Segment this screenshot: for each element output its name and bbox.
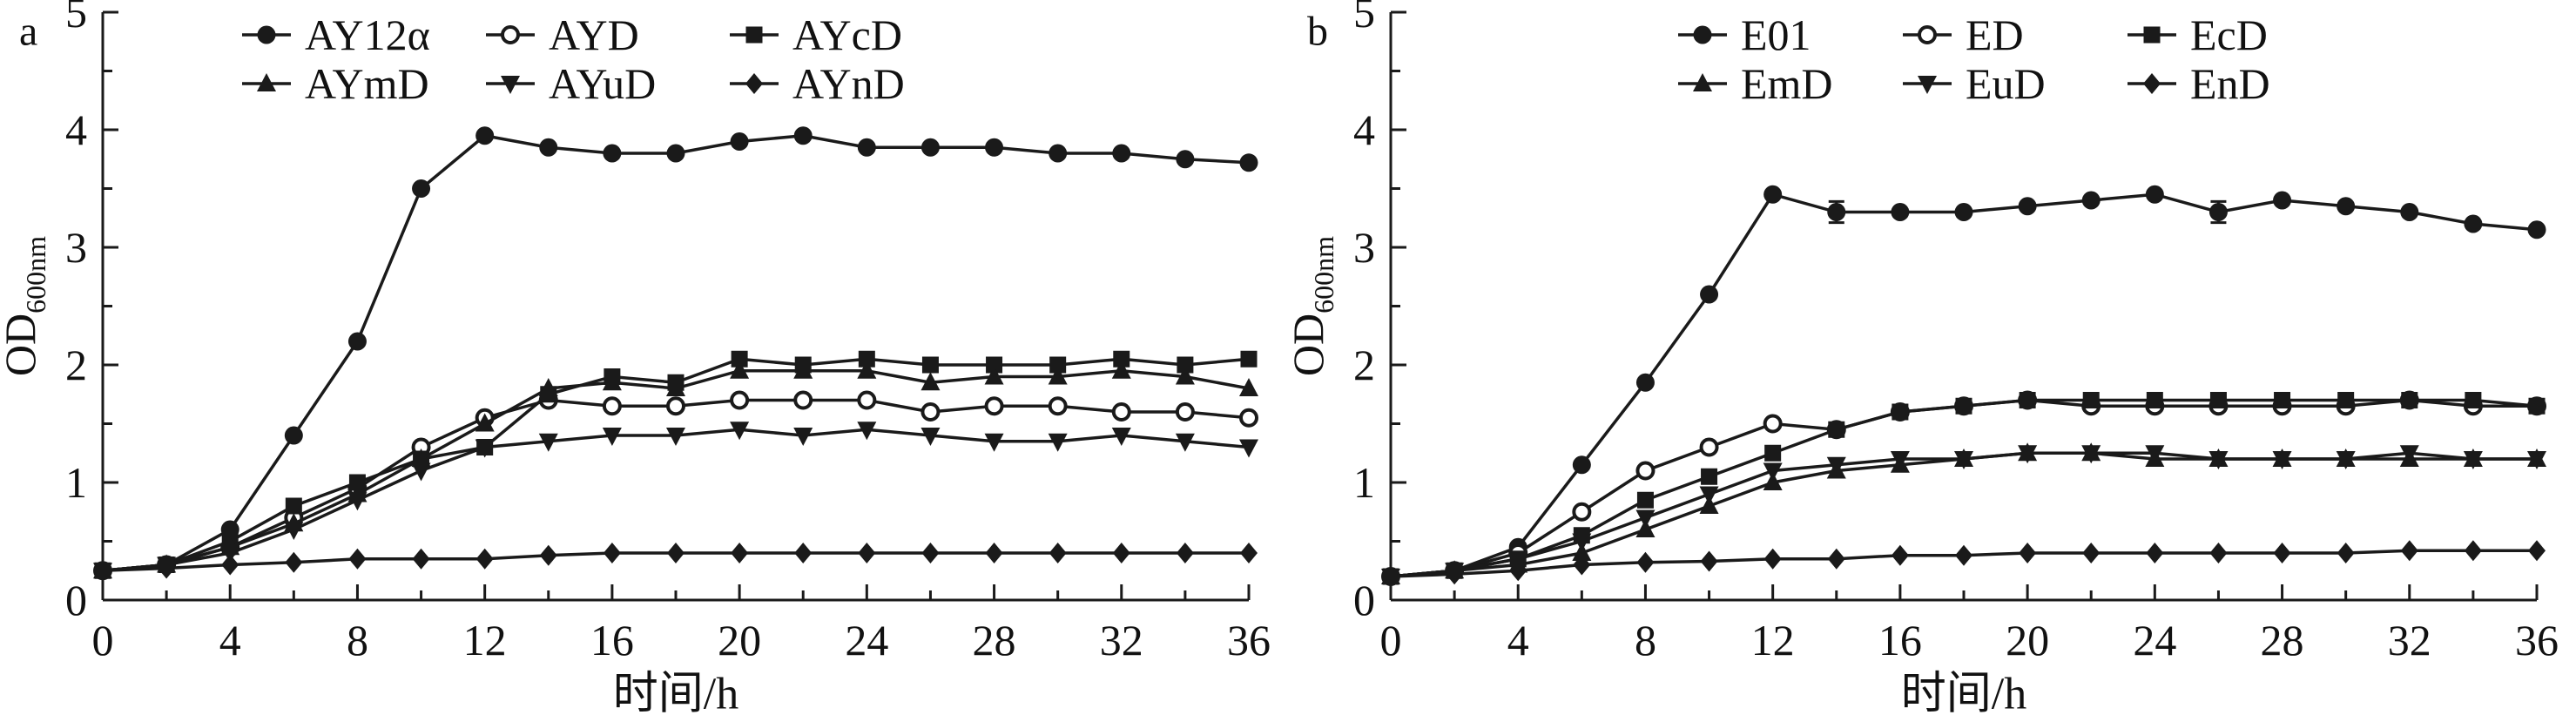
x-tick-label: 36 — [2515, 616, 2559, 664]
y-tick-label: 4 — [65, 105, 87, 154]
y-axis-title: OD600nm — [1288, 236, 1339, 376]
legend-label: AY12α — [305, 10, 430, 59]
x-tick-label: 8 — [347, 616, 368, 664]
legend-item-AYD: AYD — [486, 10, 639, 59]
x-tick-label: 12 — [463, 616, 507, 664]
x-tick-label: 0 — [1380, 616, 1402, 664]
y-axis-title: OD600nm — [0, 236, 51, 376]
x-tick-label: 32 — [2388, 616, 2431, 664]
x-tick-label: 24 — [845, 616, 888, 664]
legend-item-E01: E01 — [1678, 10, 1811, 59]
legend-item-EcD: EcD — [2128, 10, 2268, 59]
series-AYnD — [94, 543, 1258, 582]
x-tick-label: 0 — [92, 616, 114, 664]
legend-label: E01 — [1741, 10, 1811, 59]
x-axis-title: 时间/h — [1901, 670, 2026, 715]
legend-item-EuD: EuD — [1903, 59, 2046, 108]
y-tick-label: 0 — [1353, 576, 1375, 624]
series-EnD — [1382, 540, 2546, 587]
legend-item-AY12α: AY12α — [242, 10, 430, 59]
panel-label: b — [1307, 9, 1328, 55]
legend: AY12α AYD AYcD AYmD AYuD AYnD — [242, 10, 905, 108]
y-tick-label: 0 — [65, 576, 87, 624]
legend-label: EnD — [2190, 59, 2270, 108]
legend-label: AYuD — [549, 59, 656, 108]
legend-item-AYmD: AYmD — [242, 59, 429, 108]
x-tick-label: 36 — [1227, 616, 1271, 664]
legend-label: EcD — [2190, 10, 2268, 59]
y-tick-label: 2 — [1353, 341, 1375, 389]
x-axis-title: 时间/h — [613, 670, 738, 715]
y-tick-label: 1 — [65, 458, 87, 507]
y-tick-label: 3 — [65, 223, 87, 272]
x-tick-label: 16 — [590, 616, 634, 664]
legend-label: AYcD — [792, 10, 902, 59]
legend-item-AYuD: AYuD — [486, 59, 656, 108]
x-tick-label: 12 — [1751, 616, 1795, 664]
legend-label: EmD — [1741, 59, 1833, 108]
legend-item-EnD: EnD — [2128, 59, 2270, 108]
legend-label: AYmD — [305, 59, 429, 108]
series-AY12α — [93, 126, 1258, 580]
y-tick-label: 1 — [1353, 458, 1375, 507]
legend-item-EmD: EmD — [1678, 59, 1833, 108]
x-tick-label: 8 — [1635, 616, 1656, 664]
x-tick-label: 24 — [2133, 616, 2176, 664]
x-tick-label: 32 — [1100, 616, 1143, 664]
x-tick-label: 28 — [2261, 616, 2304, 664]
x-tick-label: 20 — [718, 616, 761, 664]
y-tick-label: 4 — [1353, 105, 1375, 154]
legend-item-AYnD: AYnD — [730, 59, 905, 108]
x-tick-label: 4 — [1507, 616, 1529, 664]
y-tick-label: 2 — [65, 341, 87, 389]
legend-item-ED: ED — [1903, 10, 2024, 59]
x-tick-label: 28 — [973, 616, 1016, 664]
panel-label: a — [19, 9, 37, 55]
legend-label: ED — [1966, 10, 2024, 59]
y-tick-label: 5 — [1353, 0, 1375, 37]
legend-label: AYnD — [792, 59, 905, 108]
legend: E01 ED EcD EmD EuD EnD — [1678, 10, 2270, 108]
x-tick-label: 16 — [1878, 616, 1922, 664]
y-tick-label: 3 — [1353, 223, 1375, 272]
series-E01 — [1381, 185, 2546, 586]
series-AYD — [93, 390, 1258, 581]
legend-item-AYcD: AYcD — [730, 10, 902, 59]
y-tick-label: 5 — [65, 0, 87, 37]
x-tick-label: 20 — [2006, 616, 2049, 664]
x-tick-label: 4 — [219, 616, 241, 664]
legend-label: AYD — [549, 10, 639, 59]
legend-label: EuD — [1966, 59, 2046, 108]
